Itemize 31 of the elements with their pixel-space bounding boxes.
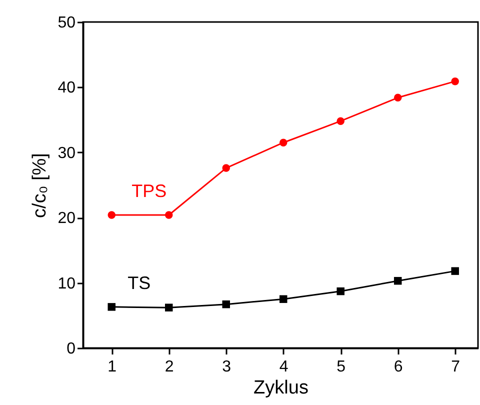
- point: [108, 211, 116, 219]
- point: [336, 117, 344, 125]
- y-tick-label: 20: [58, 210, 76, 228]
- x-tick-label: 4: [279, 358, 288, 376]
- point: [279, 295, 288, 303]
- series-label: TS: [128, 272, 151, 293]
- point: [451, 77, 459, 86]
- x-axis-title: Zyklus: [254, 378, 308, 398]
- x-tick-label: 2: [164, 358, 174, 376]
- x-tick-label: 1: [108, 358, 117, 376]
- y-tick-label: 50: [58, 14, 76, 32]
- point: [394, 276, 402, 285]
- y-tick-label: 40: [58, 80, 76, 97]
- x-tick-label: 3: [222, 358, 232, 376]
- point: [394, 94, 402, 102]
- point: [336, 287, 344, 296]
- point: [222, 164, 230, 172]
- y-tick-label: 10: [58, 275, 76, 292]
- point: [451, 267, 459, 275]
- x-tick-label: 5: [336, 358, 346, 376]
- point: [279, 138, 288, 146]
- y-tick-label: 30: [58, 144, 76, 162]
- x-tick-label: 7: [451, 358, 460, 376]
- point: [108, 303, 116, 311]
- point: [164, 211, 173, 219]
- x-tick-label: 6: [394, 358, 403, 376]
- point: [164, 304, 173, 312]
- y-tick-label: 0: [66, 340, 76, 358]
- series-label: TPS: [132, 180, 167, 201]
- y-axis-title: c/c₀ [%]: [30, 153, 51, 218]
- point: [222, 300, 230, 308]
